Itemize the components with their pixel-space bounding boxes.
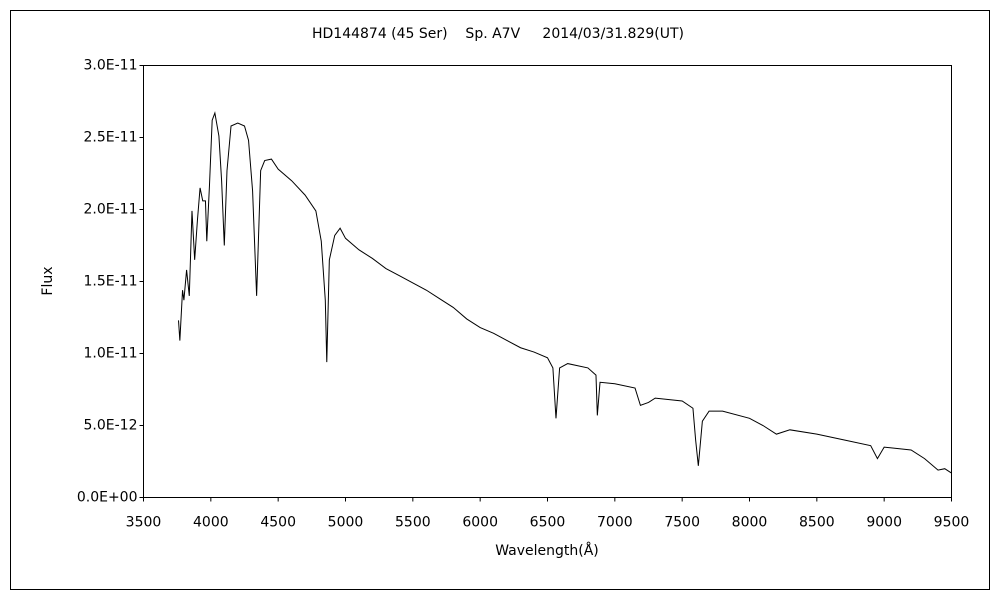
y-tick-label: 2.5E-11 [84,130,138,146]
y-tick-label: 0.0E+00 [77,490,138,506]
y-axis-label: Flux [40,266,56,295]
x-tick-label: 8500 [799,515,835,531]
frame [10,10,990,590]
spectrum-line [178,111,952,474]
x-tick-label: 4500 [260,515,296,531]
y-tick-label: 1.5E-11 [84,274,138,290]
x-tick-label: 3500 [126,515,162,531]
plot-frame [143,65,952,498]
x-tick-label: 4000 [193,515,229,531]
x-tick-label: 9500 [934,515,970,531]
y-tick-label: 2.0E-11 [84,202,138,218]
x-tick-label: 5500 [395,515,431,531]
x-tick-label: 8000 [732,515,768,531]
x-axis-label: Wavelength(Å) [495,542,599,559]
y-tick-label: 1.0E-11 [84,346,138,362]
x-tick-label: 7500 [664,515,700,531]
chart-title: HD144874 (45 Ser) Sp. A7V 2014/03/31.829… [312,26,684,42]
x-tick-label: 6500 [530,515,566,531]
x-tick-label: 9000 [866,515,902,531]
y-tick-label: 3.0E-11 [84,58,138,74]
x-tick-label: 6000 [462,515,498,531]
x-tick-label: 5000 [328,515,364,531]
y-tick-label: 5.0E-12 [84,418,138,434]
x-tick-label: 7000 [597,515,633,531]
